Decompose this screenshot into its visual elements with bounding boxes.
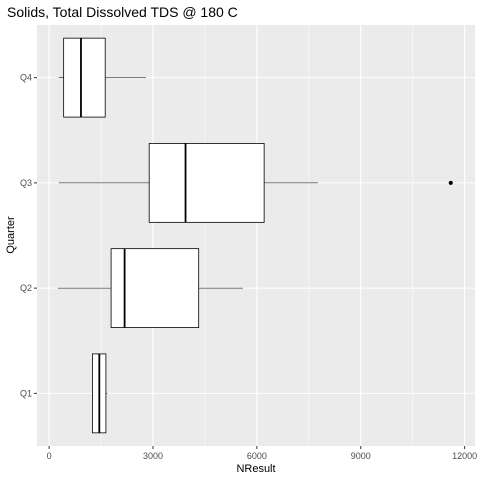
x-tick-label: 6000 (247, 451, 267, 461)
y-tick-label: Q1 (20, 388, 32, 398)
chart-title: Solids, Total Dissolved TDS @ 180 C (7, 4, 238, 20)
y-tick-label: Q4 (20, 73, 32, 83)
box-q1 (91, 353, 108, 434)
y-axis: Q1 Q2 Q3 Q4 (20, 73, 37, 398)
x-tick-label: 9000 (351, 451, 371, 461)
x-tick-label: 3000 (143, 451, 163, 461)
x-axis-title: NResult (236, 463, 275, 475)
y-tick-label: Q2 (20, 283, 32, 293)
outlier-point (448, 180, 453, 185)
box-iqr (63, 37, 106, 118)
x-axis: 0 3000 6000 9000 12000 (47, 446, 477, 461)
major-grid (37, 25, 475, 446)
y-axis-title: Quarter (5, 216, 17, 254)
x-tick-label: 0 (47, 451, 52, 461)
box-q3 (58, 143, 453, 223)
y-tick-label: Q3 (20, 178, 32, 188)
box-iqr (110, 248, 200, 328)
box-layer (57, 37, 453, 434)
box-iqr (148, 143, 265, 223)
box-q2 (57, 248, 244, 328)
plot-panel (37, 25, 475, 446)
x-tick-label: 12000 (452, 451, 477, 461)
box-q4 (58, 37, 147, 118)
